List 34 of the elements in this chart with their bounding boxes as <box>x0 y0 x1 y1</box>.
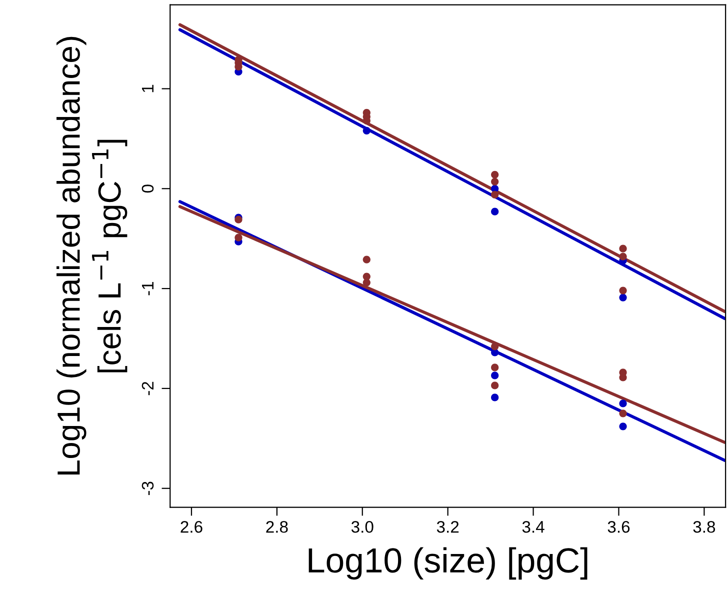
x-tick-label: 2.8 <box>266 520 288 533</box>
x-tick-label: 3.2 <box>436 520 459 533</box>
x-tick-label: 3.0 <box>351 520 374 533</box>
point <box>491 364 499 372</box>
x-tick-label: 3.8 <box>693 520 716 533</box>
point <box>619 244 627 252</box>
point <box>491 342 499 350</box>
point <box>619 286 627 294</box>
point <box>491 382 499 390</box>
x-tick-label: 3.6 <box>608 520 630 533</box>
y-tick-label: 1 <box>142 84 154 92</box>
point <box>491 208 499 216</box>
x-tick-label: 2.6 <box>180 520 202 533</box>
y-tick-label: -3 <box>142 482 154 496</box>
y-tick-label: 0 <box>142 184 154 193</box>
y-tick-label: -1 <box>142 282 154 296</box>
point <box>234 234 242 242</box>
x-tick-label: 3.4 <box>522 520 544 533</box>
point <box>491 394 499 402</box>
point <box>491 178 499 186</box>
y-axis-title: Log10 (normalized abundance) [cels L$^{−1}$ pgC$^{−1}$] <box>56 36 128 475</box>
x-axis-title: Log10 (size) [pgC] <box>308 547 588 580</box>
point <box>362 278 370 286</box>
point <box>491 372 499 380</box>
y-tick-label: -2 <box>142 382 154 396</box>
point <box>362 256 370 264</box>
point <box>619 410 627 418</box>
point <box>619 400 627 408</box>
point <box>619 252 627 260</box>
point <box>619 422 627 430</box>
point <box>362 126 370 134</box>
point <box>491 170 499 178</box>
point <box>619 294 627 302</box>
point <box>491 190 499 198</box>
